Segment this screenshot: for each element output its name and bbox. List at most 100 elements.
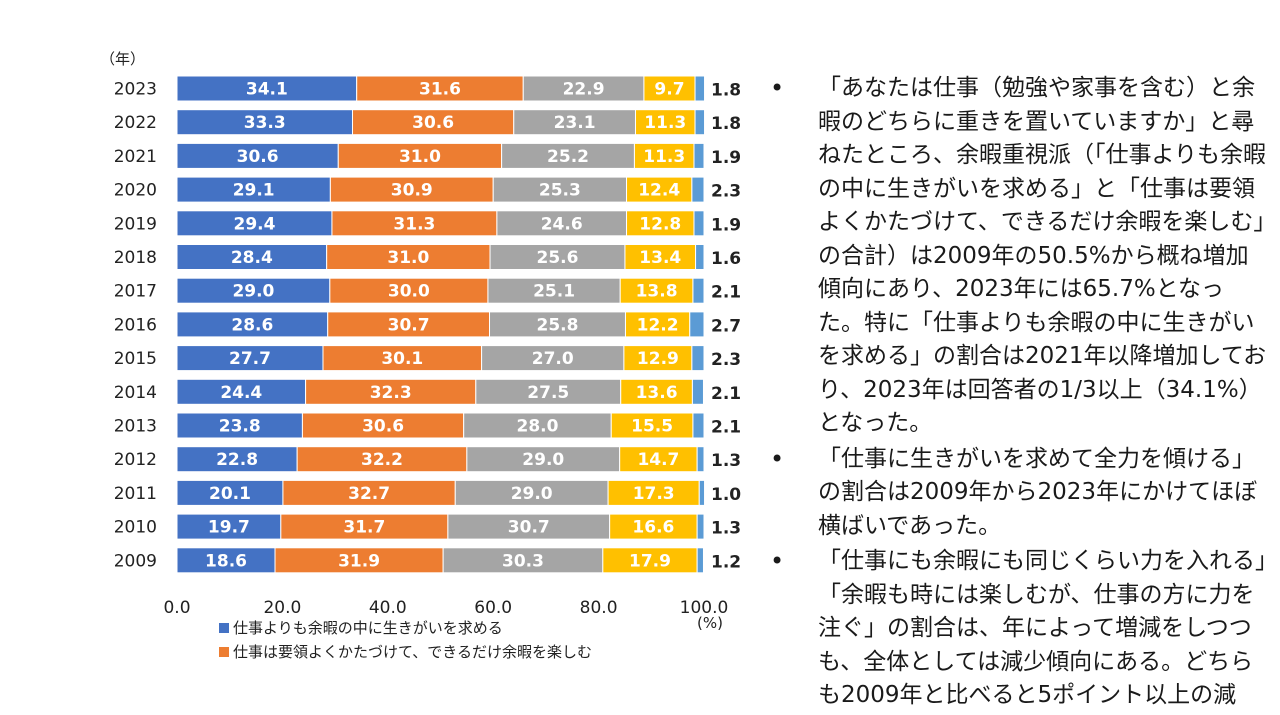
bar-segment-2011-2 xyxy=(282,479,456,506)
bar-value-label-2009-5: 1.2 xyxy=(711,552,741,572)
year-label-2009: 2009 xyxy=(114,551,157,571)
bar-segment-2011-1 xyxy=(176,479,284,506)
bar-segment-2019-1 xyxy=(176,210,333,237)
bar-value-label-2016-4: 12.2 xyxy=(637,315,679,335)
bar-value-label-2016-5: 2.7 xyxy=(711,316,741,336)
bar-value-label-2021-5: 1.9 xyxy=(711,148,741,168)
bar-value-label-2016-3: 25.8 xyxy=(537,315,579,335)
bar-segment-2021-1 xyxy=(176,142,339,169)
bar-value-label-2012-1: 22.8 xyxy=(216,450,258,470)
bar-value-label-2019-2: 31.3 xyxy=(393,214,435,234)
commentary-bullet-3: 「仕事にも余暇にも同じくらい力を入れる」「余暇も時には楽しむが、仕事の方に力を注… xyxy=(768,545,1268,713)
bar-value-label-2010-4: 16.6 xyxy=(632,518,674,538)
bar-value-label-2022-2: 30.6 xyxy=(412,113,454,133)
bar-value-label-2023-2: 31.6 xyxy=(419,80,461,100)
x-tick-label-40: 40.0 xyxy=(369,598,407,618)
bar-segment-2012-4 xyxy=(619,446,698,473)
bar-value-label-2018-2: 31.0 xyxy=(387,248,429,268)
bar-value-label-2009-1: 18.6 xyxy=(205,551,247,571)
x-tick-label-80: 80.0 xyxy=(580,598,618,618)
bar-value-label-2019-3: 24.6 xyxy=(541,214,583,234)
bar-segment-2009-3 xyxy=(442,547,604,574)
bar-value-label-2018-3: 25.6 xyxy=(537,248,579,268)
bar-value-label-2011-4: 17.3 xyxy=(633,484,675,504)
x-unit-label: (%) xyxy=(697,614,723,632)
bar-value-label-2017-5: 2.1 xyxy=(711,283,741,303)
x-tick-label-60: 60.0 xyxy=(474,598,512,618)
bar-segment-2021-5 xyxy=(693,142,705,169)
bar-segment-2013-5 xyxy=(692,412,705,439)
legend-label-2: 仕事は要領よくかたづけて、できるだけ余暇を楽しむ xyxy=(233,643,592,661)
bar-segment-2020-4 xyxy=(626,176,693,203)
bar-value-label-2022-1: 33.3 xyxy=(244,113,286,133)
bar-value-label-2020-1: 29.1 xyxy=(233,181,275,201)
bar-value-label-2019-5: 1.9 xyxy=(711,215,741,235)
bar-value-label-2011-1: 20.1 xyxy=(209,484,251,504)
bar-value-label-2022-3: 23.1 xyxy=(554,113,596,133)
bar-segment-2014-4 xyxy=(620,378,693,405)
bar-value-label-2016-2: 30.7 xyxy=(388,315,430,335)
bar-value-label-2021-4: 11.3 xyxy=(643,147,685,167)
bar-value-label-2009-4: 17.9 xyxy=(629,551,671,571)
bar-segment-2020-5 xyxy=(691,176,705,203)
bar-value-label-2012-3: 29.0 xyxy=(522,450,564,470)
bar-value-label-2015-5: 2.3 xyxy=(711,350,741,370)
bar-value-label-2012-2: 32.2 xyxy=(361,450,403,470)
bar-value-label-2013-5: 2.1 xyxy=(711,418,741,438)
legend-label-1: 仕事よりも余暇の中に生きがいを求める xyxy=(233,619,503,637)
bar-segment-2022-4 xyxy=(634,109,696,136)
legend-swatch-2 xyxy=(219,647,229,657)
bar-segment-2015-2 xyxy=(322,345,483,372)
bar-segment-2022-5 xyxy=(694,109,706,136)
bar-segment-2023-3 xyxy=(522,75,645,102)
bar-segment-2017-3 xyxy=(487,277,621,304)
bar-segment-2019-5 xyxy=(693,210,705,237)
bar-value-label-2015-2: 30.1 xyxy=(381,349,423,369)
year-label-2011: 2011 xyxy=(114,484,157,504)
bar-value-label-2010-3: 30.7 xyxy=(508,518,550,538)
bar-segment-2018-2 xyxy=(326,244,491,270)
bar-value-label-2012-4: 14.7 xyxy=(637,450,679,470)
bar-segment-2012-5 xyxy=(696,446,705,473)
bar-segment-2022-2 xyxy=(351,109,515,136)
bar-segment-2013-2 xyxy=(301,412,465,439)
bar-segment-2019-4 xyxy=(626,210,695,237)
bar-value-label-2014-4: 13.6 xyxy=(636,383,678,403)
bar-segment-2014-1 xyxy=(176,378,307,405)
bar-segment-2011-5 xyxy=(698,479,706,506)
bar-segment-2009-1 xyxy=(176,547,276,574)
bar-segment-2021-4 xyxy=(633,142,695,169)
bar-segment-2022-3 xyxy=(513,109,636,136)
year-label-2014: 2014 xyxy=(114,383,157,403)
bar-value-label-2023-5: 1.8 xyxy=(711,81,741,101)
bar-value-label-2011-3: 29.0 xyxy=(511,484,553,504)
bar-segment-2016-1 xyxy=(176,311,329,338)
bar-value-label-2020-2: 30.9 xyxy=(391,181,433,201)
bar-segment-2023-2 xyxy=(356,75,524,102)
year-label-2022: 2022 xyxy=(114,113,157,133)
bar-value-label-2009-3: 30.3 xyxy=(502,551,544,571)
legend-swatch-1 xyxy=(219,623,229,633)
bar-segment-2010-3 xyxy=(447,513,611,540)
bar-value-label-2017-3: 25.1 xyxy=(533,282,575,302)
year-label-2020: 2020 xyxy=(114,181,157,201)
bar-segment-2014-2 xyxy=(305,378,477,405)
bar-segment-2010-5 xyxy=(696,513,705,540)
bar-segment-2012-3 xyxy=(466,446,621,473)
bar-segment-2010-2 xyxy=(280,513,449,540)
bar-value-label-2023-4: 9.7 xyxy=(654,80,684,100)
bar-value-label-2014-5: 2.1 xyxy=(711,384,741,404)
bar-segment-2014-5 xyxy=(691,378,704,405)
bar-value-label-2021-1: 30.6 xyxy=(237,147,279,167)
bar-value-label-2014-1: 24.4 xyxy=(220,383,262,403)
bar-value-label-2010-5: 1.3 xyxy=(711,519,741,539)
bar-value-label-2018-1: 28.4 xyxy=(231,248,273,268)
bar-segment-2023-1 xyxy=(176,75,358,102)
bar-segment-2017-4 xyxy=(619,277,694,304)
bar-value-label-2009-2: 31.9 xyxy=(338,551,380,571)
bar-segment-2010-1 xyxy=(176,513,282,540)
bar-value-label-2014-3: 27.5 xyxy=(527,383,569,403)
bar-value-label-2016-1: 28.6 xyxy=(231,315,273,335)
bar-segment-2010-4 xyxy=(609,513,698,540)
bar-segment-2020-1 xyxy=(176,176,331,203)
